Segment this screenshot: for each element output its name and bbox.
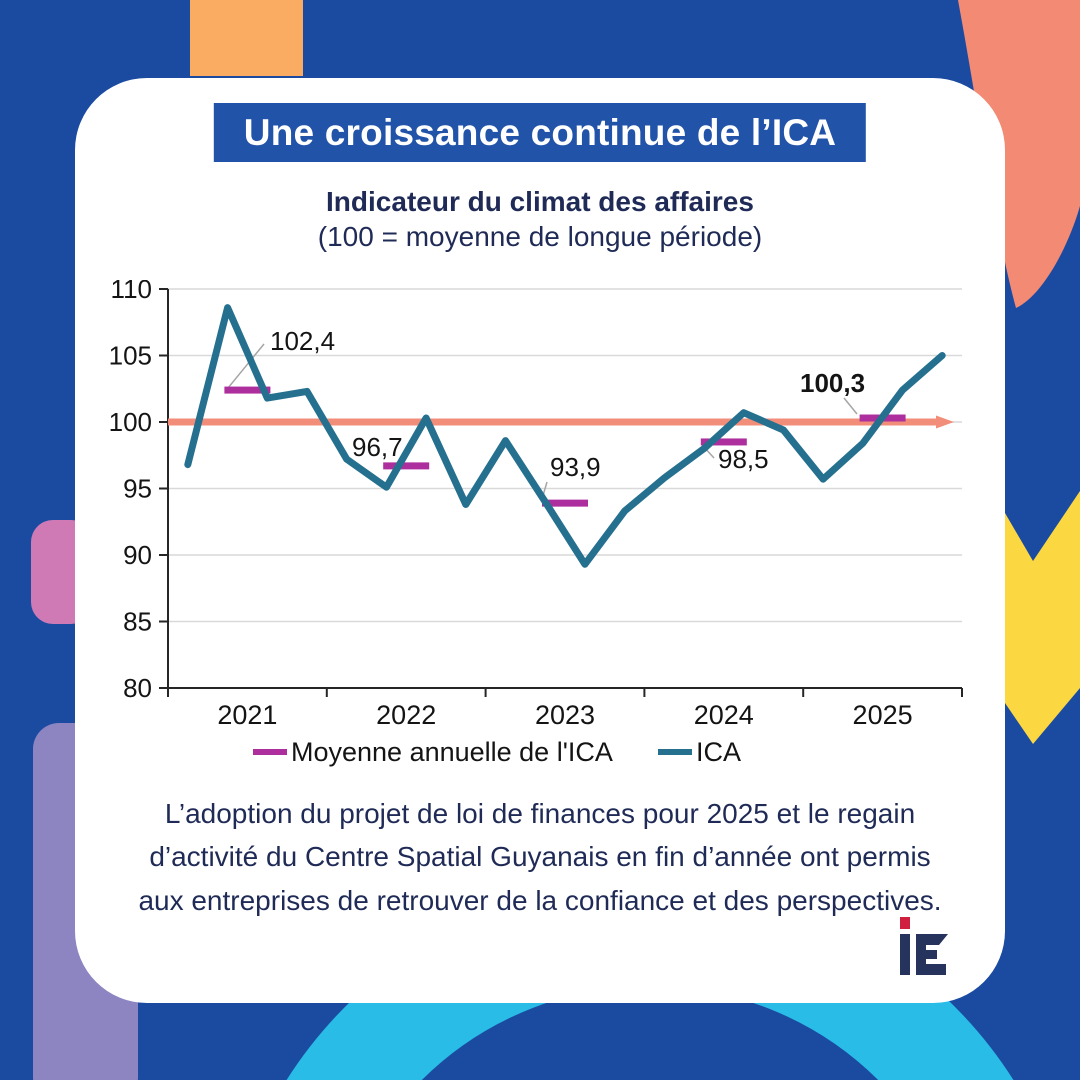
svg-text:ICA: ICA <box>696 737 741 767</box>
svg-text:2025: 2025 <box>853 700 913 730</box>
title-banner: Une croissance continue de l’ICA <box>213 103 867 162</box>
logo-e-mid-bar <box>916 950 937 959</box>
page-title: Une croissance continue de l’ICA <box>243 112 837 153</box>
svg-text:100,3: 100,3 <box>800 368 865 398</box>
svg-text:90: 90 <box>123 540 152 570</box>
svg-text:100: 100 <box>109 407 152 437</box>
svg-text:Moyenne annuelle de l'ICA: Moyenne annuelle de l'ICA <box>291 737 613 767</box>
chart-title: Indicateur du climat des affaires <box>326 186 754 217</box>
content-card <box>75 78 1005 1003</box>
logo-e-bottom-bar <box>916 964 946 975</box>
ie-logo <box>900 917 948 975</box>
svg-text:85: 85 <box>123 607 152 637</box>
svg-text:95: 95 <box>123 474 152 504</box>
salmon-blob-shape <box>958 0 1080 308</box>
yellow-chevron-shape <box>1005 491 1080 744</box>
svg-text:80: 80 <box>123 673 152 703</box>
chart-subtitle: (100 = moyenne de longue période) <box>317 221 763 252</box>
svg-text:98,5: 98,5 <box>718 444 769 474</box>
caption-text: L’adoption du projet de loi de finances … <box>138 798 942 916</box>
logo-i-dot <box>900 917 910 929</box>
svg-text:2023: 2023 <box>535 700 595 730</box>
svg-text:110: 110 <box>111 280 152 304</box>
svg-text:102,4: 102,4 <box>270 326 335 356</box>
orange-rect-shape <box>190 0 303 76</box>
logo-i-stem <box>900 934 910 975</box>
ica-line-chart: 80 85 90 95 100 105 110 2021 2022 2023 2024 2025 102… <box>109 280 963 767</box>
logo-e-top-bar <box>916 934 948 945</box>
svg-text:96,7: 96,7 <box>352 432 403 462</box>
svg-text:2024: 2024 <box>694 700 754 730</box>
svg-text:2022: 2022 <box>376 700 436 730</box>
svg-text:105: 105 <box>109 341 152 371</box>
svg-text:93,9: 93,9 <box>550 452 601 482</box>
svg-text:2021: 2021 <box>217 700 277 730</box>
